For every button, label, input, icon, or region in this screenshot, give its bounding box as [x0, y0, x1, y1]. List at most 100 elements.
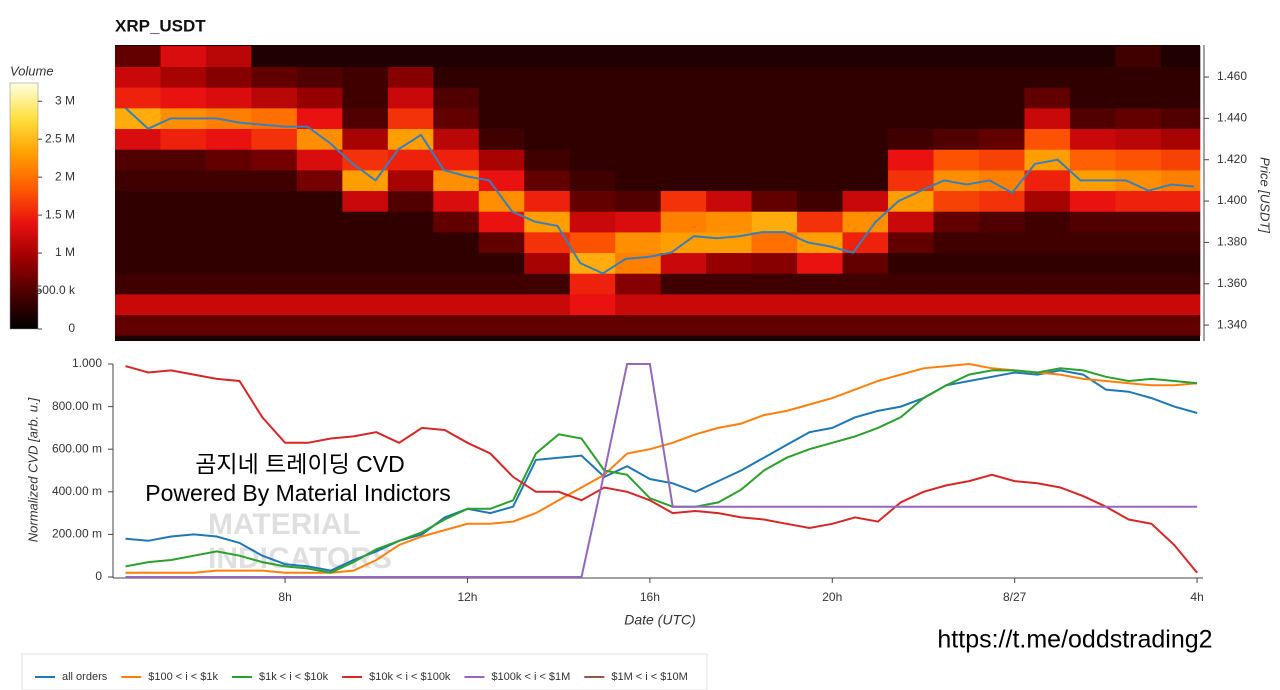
heat-cell	[751, 190, 798, 212]
heat-cell	[433, 87, 480, 109]
heat-cell	[660, 149, 707, 171]
heat-cell	[251, 128, 298, 150]
heat-cell	[478, 108, 525, 130]
heat-cell	[387, 190, 434, 212]
heat-cell	[296, 294, 343, 316]
heat-cell	[1160, 211, 1201, 233]
heat-cell	[842, 252, 889, 274]
heat-cell	[706, 252, 752, 274]
heat-cell	[660, 190, 707, 212]
heat-cell	[1024, 149, 1071, 171]
heat-cell	[888, 149, 934, 171]
heat-cell	[251, 170, 298, 192]
x-tick-label: 12h	[457, 590, 477, 604]
heat-cell	[1160, 87, 1201, 109]
legend-label: all orders	[62, 671, 108, 683]
heat-cell	[478, 170, 525, 192]
y-tick-label: 400.00 m	[52, 484, 102, 498]
heat-cell	[569, 128, 616, 150]
heat-cell	[524, 314, 571, 336]
heat-cell	[433, 170, 480, 192]
heat-cell	[706, 273, 752, 295]
heat-cell	[115, 314, 161, 336]
colorbar-tick-label: 1.5 M	[45, 207, 75, 221]
heat-cell	[342, 128, 389, 150]
heat-cell	[524, 294, 571, 316]
heat-cell	[660, 273, 707, 295]
legend-label: $100 < i < $1k	[148, 671, 218, 683]
heat-cell	[387, 273, 434, 295]
heat-cell	[296, 170, 343, 192]
heat-cell	[387, 211, 434, 233]
colorbar-label: Volume	[10, 63, 54, 78]
watermark: MATERIAL	[208, 508, 361, 541]
heat-cell	[888, 232, 934, 254]
heat-cell	[615, 149, 661, 171]
heat-cell	[933, 46, 980, 68]
heat-cell	[205, 108, 252, 130]
heat-cell	[751, 66, 798, 88]
heat-cell	[978, 128, 1025, 150]
heat-cell	[342, 314, 389, 336]
heat-cell	[205, 190, 252, 212]
y-axis-label: Normalized CVD [arb. u.]	[25, 397, 40, 542]
heat-cell	[1160, 273, 1201, 295]
heat-cell	[797, 232, 843, 254]
heat-cell	[251, 211, 298, 233]
heat-cell	[1024, 273, 1071, 295]
heat-cell	[115, 294, 161, 316]
heat-cell	[660, 87, 707, 109]
heat-cell	[1069, 190, 1116, 212]
heat-cell	[115, 66, 161, 88]
y-tick-label: 1.460	[1217, 69, 1247, 83]
heat-cell	[751, 252, 798, 274]
heat-cell	[433, 190, 480, 212]
heat-cell	[1115, 211, 1162, 233]
heat-cell	[706, 314, 752, 336]
heat-cell	[706, 87, 752, 109]
heat-cell	[797, 252, 843, 274]
heat-cell	[751, 273, 798, 295]
heat-cell	[706, 294, 752, 316]
heat-cell	[1160, 232, 1201, 254]
heat-cell	[1069, 149, 1116, 171]
legend-box	[21, 653, 708, 690]
heat-cell	[660, 314, 707, 336]
heat-cell	[1024, 252, 1071, 274]
heat-cell	[888, 66, 934, 88]
heat-cell	[842, 211, 889, 233]
heat-cell	[569, 273, 616, 295]
heat-cell	[1160, 108, 1201, 130]
heat-cell	[251, 46, 298, 68]
heat-cell	[160, 211, 207, 233]
heat-cell	[569, 314, 616, 336]
heat-cell	[205, 232, 252, 254]
heat-cell	[751, 128, 798, 150]
heat-cell	[160, 273, 207, 295]
legend-label: $1k < i < $10k	[259, 671, 329, 683]
heat-cell	[706, 108, 752, 130]
heat-cell	[888, 108, 934, 130]
heat-cell	[1024, 66, 1071, 88]
series-line	[125, 365, 1198, 574]
heat-cell	[978, 170, 1025, 192]
heat-cell	[1115, 314, 1162, 336]
heat-cell	[660, 66, 707, 88]
heat-cell	[160, 252, 207, 274]
heat-cell	[115, 170, 161, 192]
heat-cell	[842, 190, 889, 212]
heat-cell	[1069, 211, 1116, 233]
heat-cell	[524, 87, 571, 109]
colorbar-tick-label: 2.5 M	[45, 131, 75, 145]
heat-cell	[1069, 46, 1116, 68]
heat-cell	[1115, 46, 1162, 68]
heat-cell	[433, 273, 480, 295]
heat-cell	[205, 149, 252, 171]
heat-cell	[615, 87, 661, 109]
colorbar-tick-label: 3 M	[55, 93, 75, 107]
heat-cell	[387, 128, 434, 150]
heat-cell	[797, 87, 843, 109]
heat-cell	[615, 190, 661, 212]
y-tick-label: 1.360	[1217, 276, 1247, 290]
heat-cell	[1024, 232, 1071, 254]
